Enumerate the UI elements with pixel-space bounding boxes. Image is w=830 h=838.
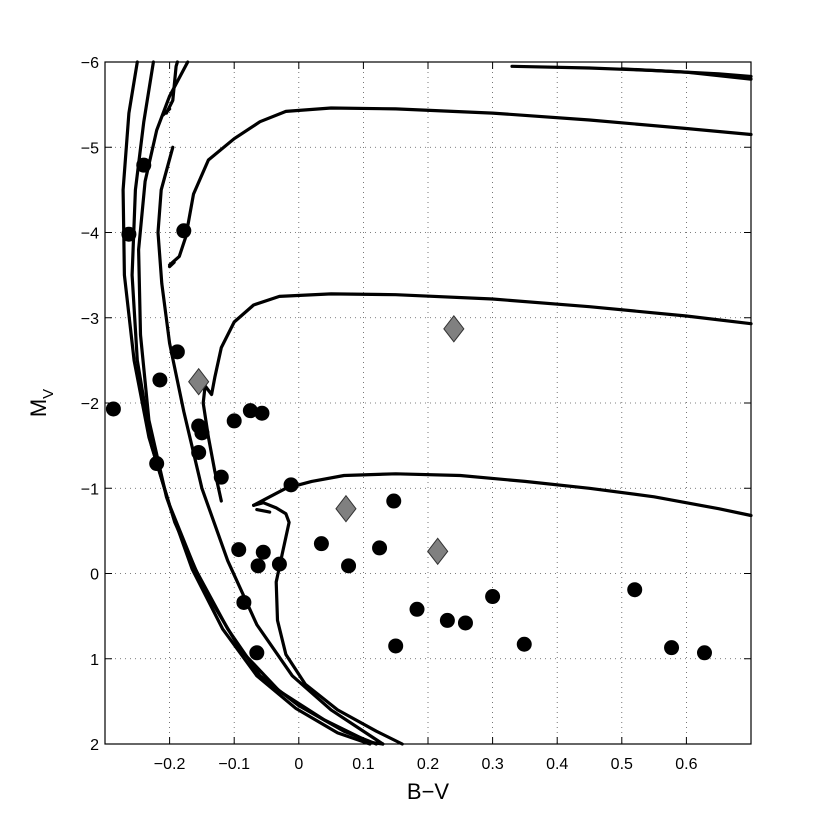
x-tick-label: 0.6: [675, 756, 697, 773]
y-tick-label: 0: [90, 567, 99, 584]
grid-lines: [105, 61, 751, 745]
star-point: [439, 612, 455, 628]
star-point: [191, 444, 207, 460]
x-tick-label: 0.4: [546, 756, 568, 773]
star-point: [271, 556, 287, 572]
x-tick-label: 0: [294, 756, 303, 773]
x-tick-label: −0.1: [218, 756, 250, 773]
y-axis-label-subscript: V: [40, 389, 57, 399]
star-point: [250, 558, 266, 574]
y-axis-label-main: M: [26, 399, 51, 417]
y-tick-label: −5: [81, 140, 99, 157]
x-tick-label: 0.2: [417, 756, 439, 773]
y-tick-label: −3: [81, 311, 99, 328]
diamond-point: [188, 367, 210, 396]
star-point: [664, 640, 680, 656]
star-point: [627, 582, 643, 598]
star-point: [254, 405, 270, 421]
star-point: [388, 638, 404, 654]
star-point: [152, 372, 168, 388]
star-point: [255, 544, 271, 560]
data-points: [105, 157, 712, 661]
star-point: [409, 601, 425, 617]
axis-ticks: −0.2 −0.1 0 0.1 0.2 0.3 0.4 0.5 0.6 −6 −5 −4 −3 −2 −1 0…: [81, 55, 751, 773]
y-tick-label: −6: [81, 55, 99, 72]
star-point: [105, 401, 121, 417]
star-point: [283, 477, 299, 493]
star-point: [249, 645, 265, 661]
y-tick-label: −1: [81, 481, 99, 498]
star-point: [226, 413, 242, 429]
x-tick-label: 0.3: [481, 756, 503, 773]
x-tick-label: −0.2: [154, 756, 186, 773]
star-point: [516, 636, 532, 652]
isochrone-curve: [252, 472, 753, 518]
y-tick-label: 2: [90, 737, 99, 754]
isochrone-curve: [168, 260, 176, 269]
star-point: [149, 456, 165, 472]
diamond-point: [335, 494, 357, 523]
star-point: [213, 469, 229, 485]
star-point: [136, 157, 152, 173]
isochrone-curve: [201, 292, 753, 503]
isochrone-curve: [252, 501, 404, 746]
x-tick-label: 0.5: [611, 756, 633, 773]
isochrone-curve: [255, 508, 272, 514]
isochrone-curve: [620, 67, 753, 81]
star-point: [121, 226, 137, 242]
star-point: [457, 615, 473, 631]
star-point: [696, 645, 712, 661]
x-axis-label: B−V: [407, 779, 450, 804]
star-point: [485, 589, 501, 605]
diamond-point: [443, 315, 465, 343]
isochrone-curve: [164, 60, 179, 115]
star-point: [236, 594, 252, 610]
star-point: [176, 223, 192, 239]
star-point: [313, 536, 329, 552]
y-tick-label: −4: [81, 226, 99, 243]
star-point: [231, 542, 247, 558]
y-tick-label: −2: [81, 396, 99, 413]
star-point: [386, 493, 402, 509]
isochrone-curve: [156, 145, 385, 746]
x-tick-label: 0.1: [352, 756, 374, 773]
star-point: [242, 403, 258, 419]
y-axis-label: MV: [26, 389, 57, 417]
diamond-point: [427, 537, 449, 566]
star-point: [169, 344, 185, 360]
star-point: [341, 558, 357, 574]
star-point: [194, 425, 210, 441]
star-point: [372, 540, 388, 556]
y-tick-label: 1: [90, 652, 99, 669]
